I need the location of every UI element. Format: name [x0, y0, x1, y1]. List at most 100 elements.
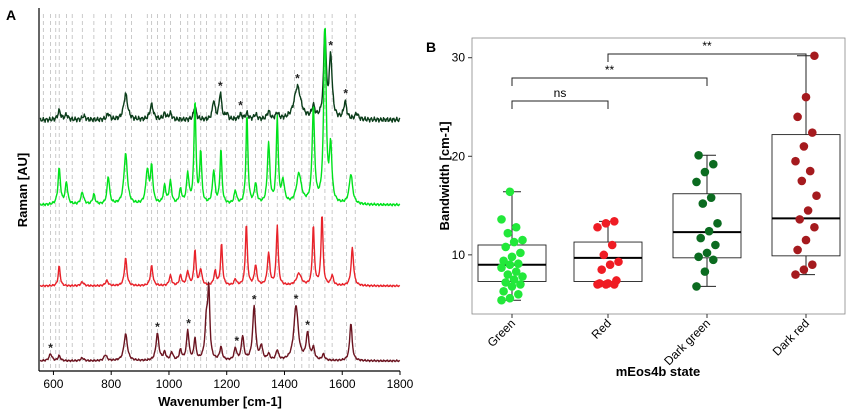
significance-label: **: [702, 39, 712, 53]
data-point: [605, 260, 615, 270]
panel-b-label: B: [426, 39, 436, 55]
b-x-tick-label: Red: [589, 316, 614, 341]
peak-star: *: [305, 318, 310, 332]
a-x-tick-label: 800: [101, 377, 121, 391]
b-y-tick-label: 20: [452, 149, 466, 163]
iqr-box: [771, 134, 841, 257]
data-point: [505, 187, 515, 197]
peak-star: *: [186, 316, 191, 330]
b-plot-frame: [471, 37, 846, 315]
data-point: [805, 166, 815, 176]
data-point: [499, 256, 508, 266]
b-x-axis-title: mEos4b state: [616, 364, 701, 379]
b-x-ticks: Green Red Dark green Dark red: [485, 314, 812, 368]
data-point: [797, 176, 807, 186]
data-point: [501, 278, 511, 287]
data-point: [518, 272, 527, 281]
spectra-series: [39, 27, 401, 363]
data-point: [505, 260, 515, 270]
data-point: [711, 240, 720, 250]
a-x-tick-label: 1800: [387, 377, 414, 391]
peak-star: *: [252, 293, 257, 307]
data-point: [501, 242, 511, 252]
data-point: [702, 248, 712, 258]
data-point: [507, 252, 517, 262]
data-point: [514, 289, 523, 299]
a-x-ticks: 600 800 1000 1200 1400 1600 1800: [43, 371, 414, 391]
data-point: [793, 245, 802, 255]
peak-star: *: [294, 292, 299, 306]
a-x-tick-label: 1200: [213, 377, 240, 391]
data-point: [793, 112, 802, 122]
significance-bracket: [511, 100, 609, 109]
data-point: [511, 222, 521, 232]
peak-star: *: [238, 98, 243, 112]
data-point: [709, 159, 718, 169]
data-point: [612, 276, 621, 285]
data-point: [610, 217, 619, 226]
data-point: [597, 265, 606, 274]
data-point: [516, 248, 525, 258]
data-point: [808, 260, 817, 270]
peak-star: *: [234, 334, 239, 348]
data-point: [696, 233, 705, 243]
data-point: [614, 257, 623, 267]
data-point: [808, 128, 817, 137]
data-point: [700, 167, 710, 177]
data-point: [497, 215, 506, 224]
significance-brackets: ns ** **: [511, 39, 807, 109]
a-y-axis-title: Raman [AU]: [15, 153, 30, 227]
data-point: [603, 279, 613, 288]
data-point: [516, 280, 525, 289]
significance-label: ns: [554, 86, 567, 100]
data-point: [698, 199, 708, 208]
significance-label: **: [605, 63, 615, 77]
b-y-tick-label: 30: [452, 51, 466, 65]
b-y-ticks: 10 20 30: [452, 51, 472, 262]
data-point: [812, 191, 821, 201]
data-point: [700, 267, 710, 276]
data-point: [514, 259, 523, 269]
box-dark-green: [672, 151, 742, 291]
box-red: [573, 217, 643, 289]
data-point: [601, 219, 611, 228]
data-point: [511, 267, 521, 276]
significance-bracket: [511, 77, 708, 86]
data-point: [509, 237, 519, 247]
data-point: [694, 252, 703, 262]
peak-star: *: [343, 87, 348, 101]
b-x-tick-label: Dark red: [770, 316, 812, 358]
b-x-tick-label: Green: [485, 316, 518, 349]
data-point: [799, 142, 809, 151]
data-point: [497, 263, 506, 272]
b-y-axis-title: Bandwidth [cm-1]: [437, 121, 452, 230]
data-point: [791, 270, 800, 279]
data-point: [706, 193, 716, 202]
peak-star: *: [48, 341, 53, 355]
data-point: [692, 282, 701, 291]
box-green: [477, 187, 547, 305]
a-x-axis-title: Wavenumber [cm-1]: [158, 394, 282, 409]
peak-star: *: [328, 38, 333, 52]
spectrum-dark-red: [39, 281, 401, 363]
data-point: [810, 51, 819, 61]
data-point: [801, 92, 811, 102]
raman-spectra-chart: ******* *** ** 600 800 1000 1200 1400 1600 1800 …: [15, 8, 414, 409]
a-x-tick-label: 600: [43, 377, 63, 391]
panel-a-label: A: [6, 7, 16, 23]
data-point: [692, 177, 701, 187]
data-point: [801, 235, 811, 245]
data-point: [497, 295, 506, 305]
data-point: [810, 222, 819, 232]
peak-star: *: [155, 320, 160, 334]
bandwidth-boxplot: 10 20 30 ns ** ** Green Red Dark green Dark red…: [437, 37, 846, 379]
a-x-tick-label: 1000: [156, 377, 183, 391]
data-point: [709, 255, 718, 265]
boxes: [477, 51, 841, 305]
data-point: [518, 235, 527, 245]
data-point: [593, 222, 602, 232]
spectrum-green: [39, 27, 401, 207]
significance-bracket: [607, 53, 807, 62]
peak-star: *: [218, 79, 223, 93]
